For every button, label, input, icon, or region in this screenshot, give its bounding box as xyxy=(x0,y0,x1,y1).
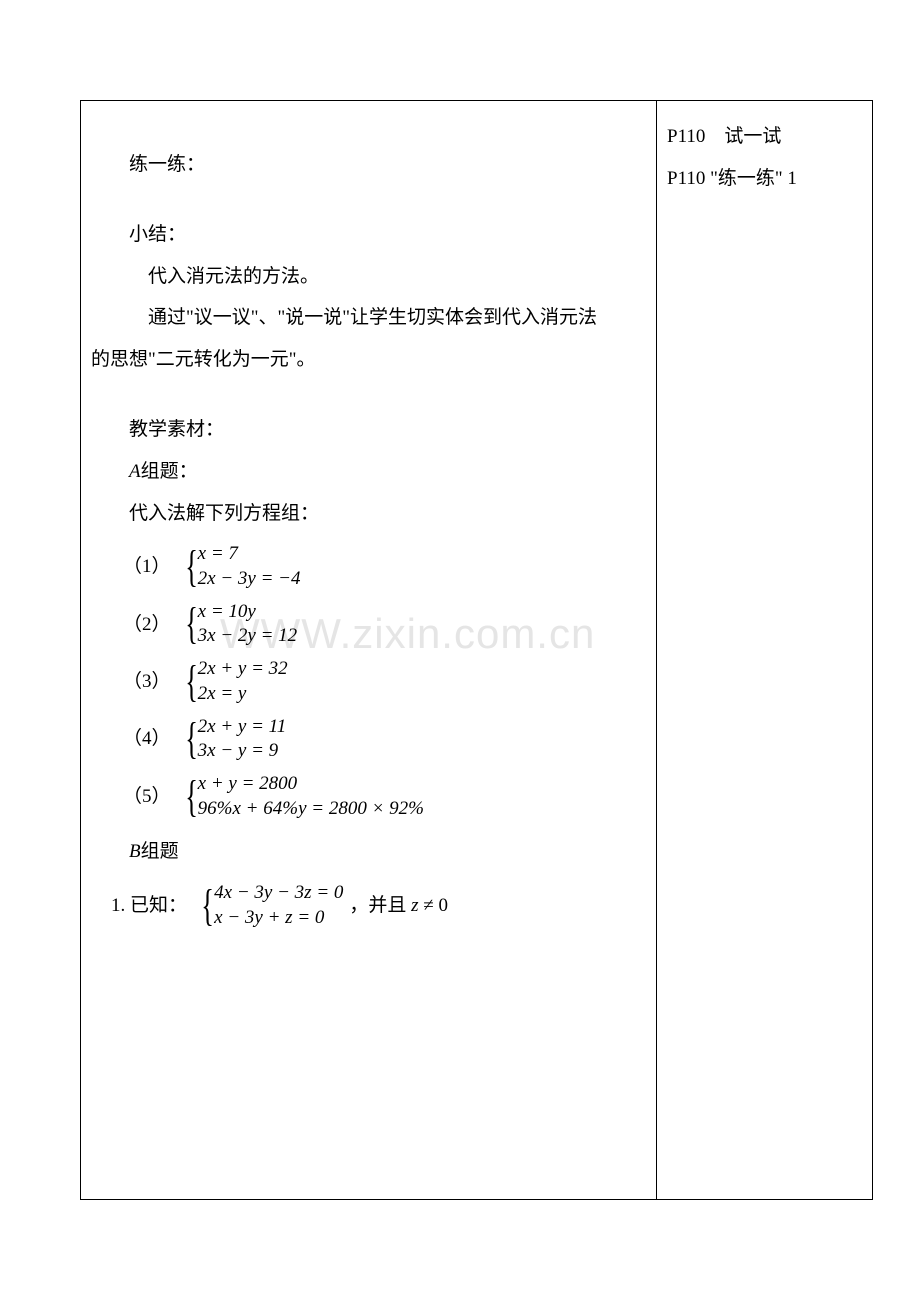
problem-num: （1） xyxy=(123,546,171,588)
eq-line-1: x + y = 2800 xyxy=(198,772,424,797)
summary-heading: 小结： xyxy=(91,214,646,256)
group-a-letter: A xyxy=(129,461,141,482)
problem-3: （3） {2x + y = 322x = y xyxy=(123,657,646,706)
brace-icon: { xyxy=(201,884,214,928)
summary-line-3: 的思想"二元转化为一元"。 xyxy=(91,339,646,381)
group-b-suffix: 组题 xyxy=(141,841,179,862)
problem-4: （4） {2x + y = 113x − y = 9 xyxy=(123,715,646,764)
summary-line-1: 代入消元法的方法。 xyxy=(91,256,646,298)
problem-num: （5） xyxy=(123,776,171,818)
eq-line-1: x = 7 xyxy=(198,542,301,567)
eq-line-1: 2x + y = 11 xyxy=(198,715,287,740)
b1-eq1: 4x − 3y − 3z = 0 xyxy=(214,881,343,906)
problems-list: （1）{x = 72x − 3y = −4（2）{x = 10y3x − 2y … xyxy=(91,542,646,821)
eq-line-2: 96%x + 64%y = 2800 × 92% xyxy=(198,797,424,822)
right-line-1: P110 试一试 xyxy=(667,116,862,158)
problem-num: （4） xyxy=(123,718,171,760)
eq-line-1: x = 10y xyxy=(198,600,298,625)
group-a-label: A组题： xyxy=(91,451,646,493)
b-problem-1: 1. 已知： { 4x − 3y − 3z = 0 x − 3y + z = 0… xyxy=(111,881,646,930)
right-column: P110 试一试 P110 "练一练" 1 xyxy=(657,101,873,1200)
brace-icon: { xyxy=(185,602,198,646)
eq-line-2: 3x − y = 9 xyxy=(198,739,287,764)
right-line-2: P110 "练一练" 1 xyxy=(667,158,862,200)
group-b-letter: B xyxy=(129,841,141,862)
eq-line-2: 3x − 2y = 12 xyxy=(198,624,298,649)
brace-icon: { xyxy=(185,717,198,761)
summary-line-2: 通过"议一议"、"说一说"让学生切实体会到代入消元法 xyxy=(91,297,646,339)
group-a-instruction: 代入法解下列方程组： xyxy=(91,493,646,535)
b1-eq2: x − 3y + z = 0 xyxy=(214,906,343,931)
problem-num: （2） xyxy=(123,604,171,646)
group-b-label: B组题 xyxy=(91,831,646,873)
group-a-suffix: 组题： xyxy=(141,461,198,482)
problem-1: （1） {x = 72x − 3y = −4 xyxy=(123,542,646,591)
eq-line-2: 2x − 3y = −4 xyxy=(198,567,301,592)
problem-2: （2） {x = 10y3x − 2y = 12 xyxy=(123,600,646,649)
problem-num: （3） xyxy=(123,661,171,703)
b1-tail: ，并且 z ≠ 0 xyxy=(349,885,448,927)
brace-icon: { xyxy=(185,660,198,704)
problem-5: （5） {x + y = 280096%x + 64%y = 2800 × 92% xyxy=(123,772,646,821)
eq-line-2: 2x = y xyxy=(198,682,288,707)
brace-icon: { xyxy=(185,775,198,819)
left-column: 练一练： 小结： 代入消元法的方法。 通过"议一议"、"说一说"让学生切实体会到… xyxy=(81,101,657,1200)
b1-prefix: 1. 已知： xyxy=(111,885,187,927)
main-table: 练一练： 小结： 代入消元法的方法。 通过"议一议"、"说一说"让学生切实体会到… xyxy=(80,100,873,1200)
practice-heading: 练一练： xyxy=(91,144,646,186)
brace-icon: { xyxy=(185,545,198,589)
eq-line-1: 2x + y = 32 xyxy=(198,657,288,682)
material-heading: 教学素材： xyxy=(91,409,646,451)
